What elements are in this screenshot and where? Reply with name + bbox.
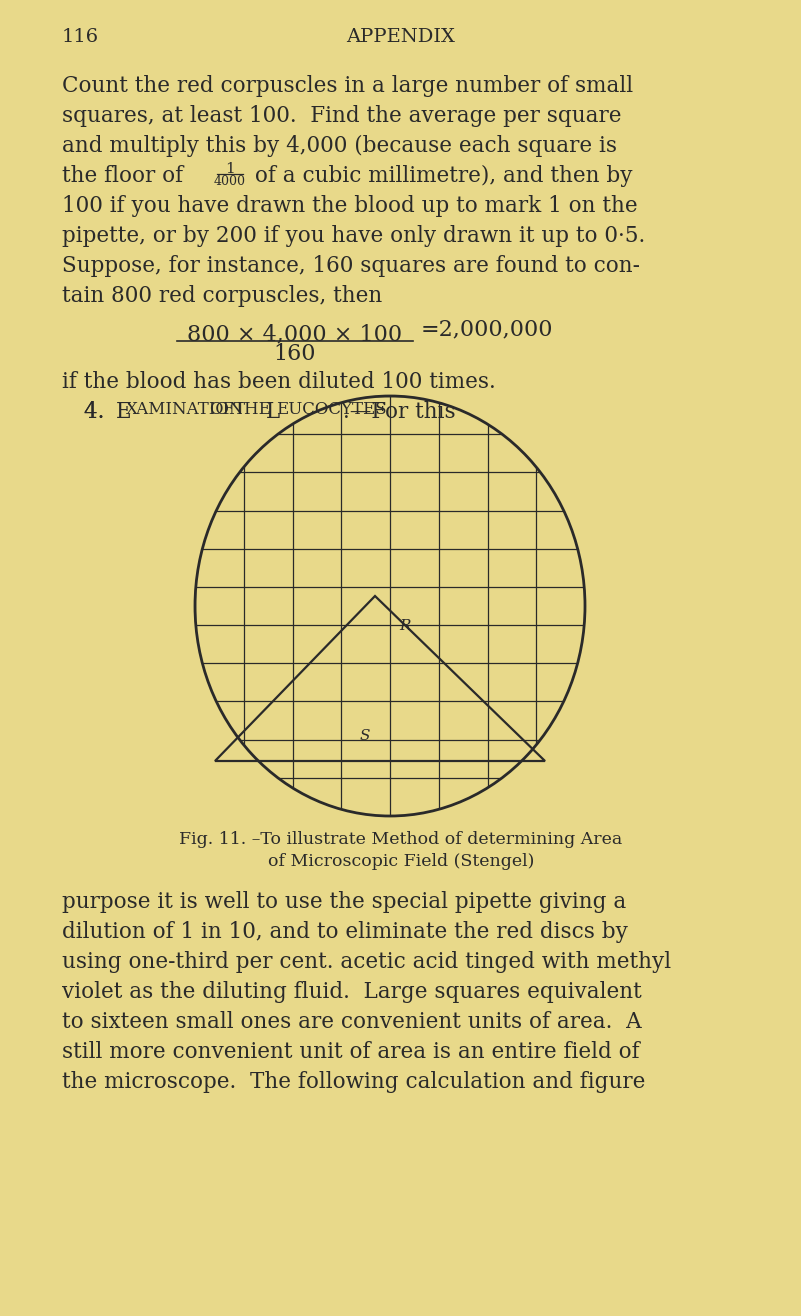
Text: 4.: 4. bbox=[84, 401, 111, 422]
Text: THE: THE bbox=[234, 401, 272, 418]
Text: using one-third per cent. acetic acid tinged with methyl: using one-third per cent. acetic acid ti… bbox=[62, 951, 671, 973]
Text: 800 × 4,000 × 100: 800 × 4,000 × 100 bbox=[187, 322, 403, 345]
Text: Count the red corpuscles in a large number of small: Count the red corpuscles in a large numb… bbox=[62, 75, 633, 97]
Text: the floor of: the floor of bbox=[62, 164, 190, 187]
Text: 160: 160 bbox=[274, 343, 316, 365]
Text: Suppose, for instance, 160 squares are found to con-: Suppose, for instance, 160 squares are f… bbox=[62, 255, 640, 276]
Text: 100 if you have drawn the blood up to mark 1 on the: 100 if you have drawn the blood up to ma… bbox=[62, 195, 638, 217]
Text: the microscope.  The following calculation and figure: the microscope. The following calculatio… bbox=[62, 1071, 646, 1094]
Text: of a cubic millimetre), and then by: of a cubic millimetre), and then by bbox=[248, 164, 633, 187]
Text: 4000: 4000 bbox=[214, 175, 246, 188]
Text: 4.: 4. bbox=[84, 401, 111, 422]
Text: purpose it is well to use the special pipette giving a: purpose it is well to use the special pi… bbox=[62, 891, 626, 913]
Text: tain 800 red corpuscles, then: tain 800 red corpuscles, then bbox=[62, 286, 382, 307]
Text: dilution of 1 in 10, and to eliminate the red discs by: dilution of 1 in 10, and to eliminate th… bbox=[62, 921, 628, 944]
Text: still more convenient unit of area is an entire field of: still more convenient unit of area is an… bbox=[62, 1041, 640, 1063]
Text: to sixteen small ones are convenient units of area.  A: to sixteen small ones are convenient uni… bbox=[62, 1011, 642, 1033]
Text: violet as the diluting fluid.  Large squares equivalent: violet as the diluting fluid. Large squa… bbox=[62, 980, 642, 1003]
Text: Fig. 11. –To illustrate Method of determining Area: Fig. 11. –To illustrate Method of determ… bbox=[179, 830, 622, 848]
Text: squares, at least 100.  Find the average per square: squares, at least 100. Find the average … bbox=[62, 105, 622, 128]
Text: XAMINATION: XAMINATION bbox=[126, 401, 244, 418]
Text: if the blood has been diluted 100 times.: if the blood has been diluted 100 times. bbox=[62, 371, 496, 393]
Text: R: R bbox=[399, 619, 411, 633]
Text: L: L bbox=[266, 401, 280, 422]
Text: of Microscopic Field (Stengel): of Microscopic Field (Stengel) bbox=[268, 853, 534, 870]
Text: 1: 1 bbox=[225, 162, 235, 176]
Text: and multiply this by 4,000 (because each square is: and multiply this by 4,000 (because each… bbox=[62, 136, 617, 157]
Text: pipette, or by 200 if you have only drawn it up to 0·5.: pipette, or by 200 if you have only draw… bbox=[62, 225, 646, 247]
Text: .—For this: .—For this bbox=[343, 401, 455, 422]
Text: OF: OF bbox=[210, 401, 235, 418]
Text: EUCOCYTES: EUCOCYTES bbox=[276, 401, 386, 418]
Text: APPENDIX: APPENDIX bbox=[347, 28, 456, 46]
Text: E: E bbox=[116, 401, 131, 422]
Text: =2,000,000: =2,000,000 bbox=[421, 318, 553, 340]
Text: 116: 116 bbox=[62, 28, 99, 46]
Text: S: S bbox=[360, 729, 370, 744]
